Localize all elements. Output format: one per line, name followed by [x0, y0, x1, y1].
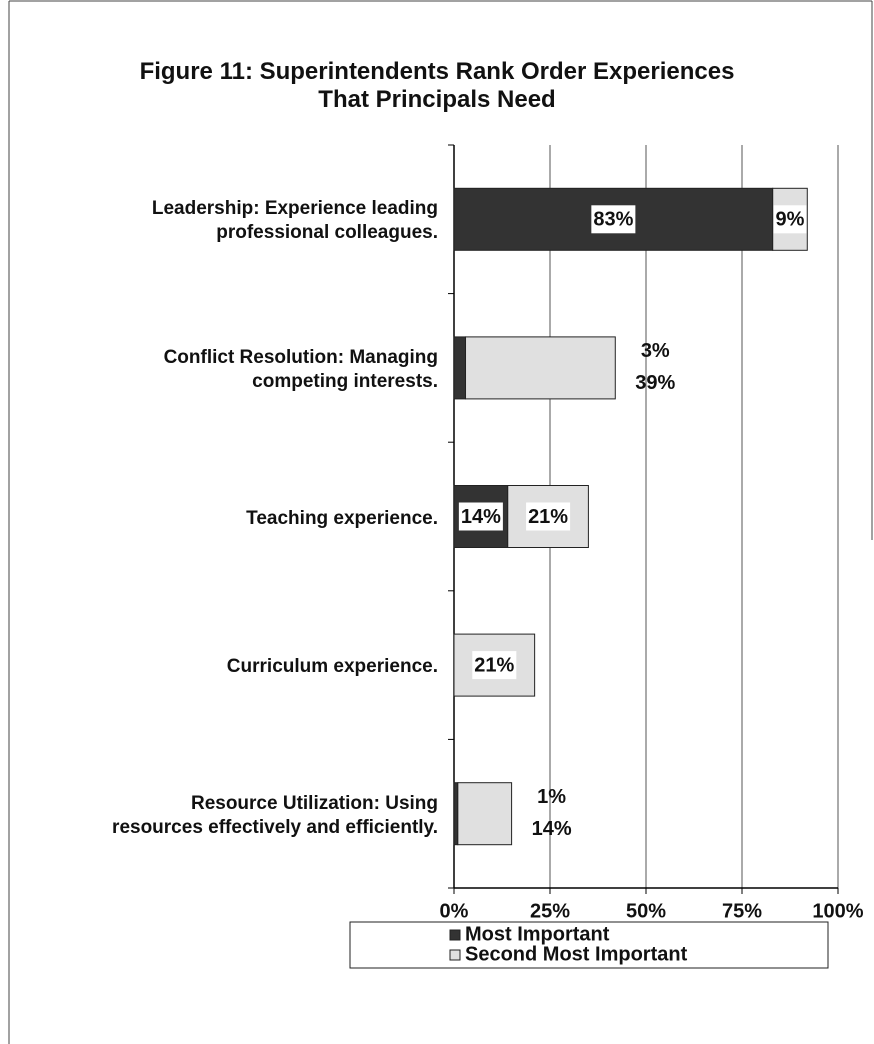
category-label: Leadership: Experience leading professio…	[151, 198, 438, 244]
bar	[453, 782, 459, 846]
value-label: 1%	[537, 786, 566, 808]
category-label: Resource Utilization: Using resources ef…	[112, 792, 438, 838]
legend-swatch	[449, 929, 461, 941]
value-label: 14%	[461, 506, 501, 528]
value-label: 21%	[474, 654, 514, 676]
x-tick-label: 75%	[722, 900, 762, 922]
value-label: 83%	[593, 209, 633, 231]
chart-title: Figure 11: Superintendents Rank Order Ex…	[139, 58, 735, 113]
value-label: 21%	[528, 506, 568, 528]
value-label-bg	[526, 502, 571, 531]
legend-box	[349, 921, 829, 969]
category-label: Conflict Resolution: Managing competing …	[163, 346, 438, 392]
value-label-bg	[591, 205, 636, 234]
bar	[457, 782, 513, 846]
legend-label: Second Most Important	[465, 943, 688, 965]
x-tick-label: 0%	[440, 900, 469, 922]
bar	[465, 336, 616, 400]
value-label: 3%	[641, 340, 670, 362]
value-label-bg	[458, 502, 503, 531]
legend-swatch	[449, 949, 461, 961]
category-label: Curriculum experience.	[226, 656, 438, 678]
value-label-bg	[773, 205, 807, 234]
legend-label: Most Important	[465, 923, 610, 945]
value-label-bg	[472, 651, 517, 680]
bar	[453, 336, 467, 400]
value-label: 14%	[532, 818, 572, 840]
value-label: 39%	[635, 372, 675, 394]
x-tick-label: 25%	[530, 900, 570, 922]
value-label: 9%	[776, 209, 805, 231]
x-tick-label: 50%	[626, 900, 666, 922]
x-tick-label: 100%	[812, 900, 863, 922]
category-label: Teaching experience.	[246, 507, 438, 529]
